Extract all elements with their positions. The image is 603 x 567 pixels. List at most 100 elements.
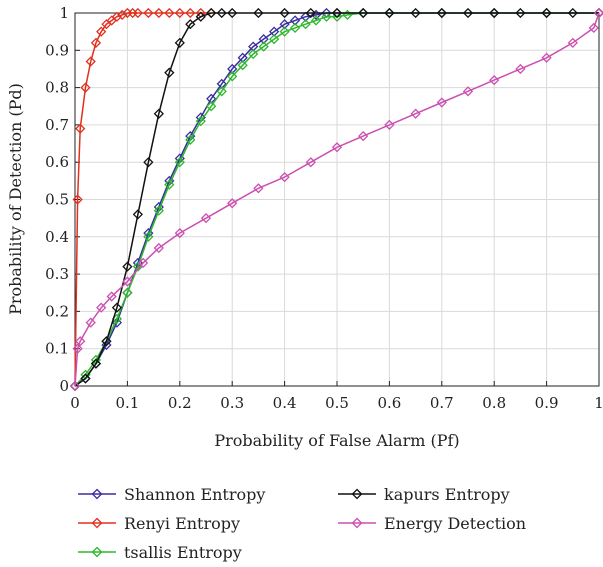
legend-marker bbox=[351, 488, 363, 500]
data-point bbox=[96, 26, 107, 37]
data-point bbox=[305, 157, 316, 168]
x-tick-label: 0.5 bbox=[325, 394, 349, 412]
data-point bbox=[253, 7, 264, 19]
y-tick-label: 0.2 bbox=[45, 302, 69, 320]
y-tick-label: 0.4 bbox=[45, 228, 69, 246]
data-point bbox=[248, 41, 259, 52]
data-point bbox=[588, 22, 599, 34]
data-point bbox=[101, 339, 112, 351]
data-point bbox=[410, 108, 421, 119]
data-point bbox=[72, 194, 83, 205]
data-point bbox=[164, 179, 175, 190]
x-tick-label: 0.1 bbox=[115, 394, 139, 412]
data-point bbox=[206, 7, 217, 19]
data-point bbox=[216, 7, 227, 19]
data-point bbox=[90, 358, 102, 369]
data-point bbox=[90, 37, 102, 48]
data-point bbox=[279, 26, 290, 37]
legend-label: Shannon Entropy bbox=[124, 485, 265, 504]
data-point bbox=[96, 302, 107, 313]
x-tick-label: 0 bbox=[70, 394, 80, 412]
data-point bbox=[248, 48, 259, 60]
data-point bbox=[174, 157, 185, 168]
data-point bbox=[143, 7, 154, 19]
series-line bbox=[74, 12, 600, 387]
y-tick-label: 0.1 bbox=[45, 340, 69, 358]
ticks: 0 0.1 0.2 0.3 0.4 0.5 0.6 0.7 0.8 0.9 1 0 0.1 0.2 0.3 0… bbox=[45, 4, 603, 412]
data-point bbox=[436, 97, 447, 108]
data-point bbox=[132, 7, 143, 19]
data-point bbox=[132, 209, 143, 220]
data-point bbox=[111, 302, 123, 313]
data-point bbox=[72, 343, 83, 354]
data-point bbox=[195, 116, 206, 127]
data-point bbox=[216, 86, 227, 97]
data-point bbox=[410, 7, 421, 19]
data-point bbox=[227, 71, 238, 82]
data-point bbox=[138, 257, 149, 269]
legend-marker bbox=[351, 517, 363, 529]
data-point bbox=[101, 336, 112, 347]
data-point bbox=[227, 63, 238, 75]
series-lines bbox=[69, 7, 603, 392]
data-point bbox=[358, 7, 369, 19]
data-point bbox=[321, 11, 332, 22]
data-point bbox=[289, 22, 301, 34]
data-point bbox=[164, 67, 175, 78]
y-tick-label: 0.3 bbox=[45, 265, 69, 283]
data-point bbox=[541, 7, 552, 19]
x-tick-label: 0.3 bbox=[220, 394, 244, 412]
data-point bbox=[106, 291, 117, 302]
data-point bbox=[567, 7, 578, 19]
data-point bbox=[462, 86, 474, 97]
data-point bbox=[195, 11, 206, 22]
x-tick-label: 0.9 bbox=[535, 394, 559, 412]
series-renyi-entropy bbox=[69, 7, 217, 392]
data-point bbox=[80, 373, 91, 384]
data-point bbox=[111, 317, 123, 328]
data-point bbox=[269, 33, 280, 45]
data-point bbox=[174, 37, 185, 48]
data-point bbox=[331, 11, 343, 22]
legend-marker bbox=[91, 517, 103, 529]
legend-entry: Renyi Entropy bbox=[78, 514, 240, 533]
data-point bbox=[384, 7, 395, 19]
legend-entry: Shannon Entropy bbox=[78, 485, 265, 504]
data-point bbox=[227, 198, 238, 209]
data-point bbox=[227, 7, 238, 19]
data-point bbox=[206, 101, 217, 112]
data-point bbox=[153, 7, 164, 19]
x-tick-label: 0.4 bbox=[273, 394, 297, 412]
data-point bbox=[567, 37, 578, 48]
x-tick-label: 0.6 bbox=[377, 394, 401, 412]
data-point bbox=[515, 63, 526, 75]
data-point bbox=[111, 11, 123, 22]
legend-entry: Energy Detection bbox=[338, 514, 526, 533]
data-point bbox=[300, 19, 311, 30]
data-point bbox=[75, 336, 86, 347]
data-point bbox=[153, 205, 164, 216]
data-point bbox=[122, 261, 133, 272]
data-point bbox=[185, 134, 196, 145]
data-point bbox=[279, 172, 290, 183]
data-point bbox=[174, 227, 185, 239]
data-point bbox=[153, 108, 164, 119]
data-point bbox=[80, 82, 91, 93]
data-point bbox=[358, 130, 369, 142]
data-point bbox=[143, 231, 154, 242]
legend-entry: kapurs Entropy bbox=[338, 485, 510, 504]
y-axis-label: Probability of Detection (Pd) bbox=[6, 83, 25, 315]
legend-entry: tsallis Entropy bbox=[78, 543, 242, 562]
data-point bbox=[164, 7, 175, 19]
series-energy-detection bbox=[69, 7, 603, 392]
data-point bbox=[253, 183, 264, 194]
legend-label: Renyi Entropy bbox=[124, 514, 240, 533]
data-point bbox=[122, 287, 133, 298]
legend-label: tsallis Entropy bbox=[124, 543, 242, 562]
data-point bbox=[85, 56, 96, 67]
data-point bbox=[185, 19, 196, 30]
data-point bbox=[305, 7, 316, 19]
data-point bbox=[541, 52, 552, 63]
